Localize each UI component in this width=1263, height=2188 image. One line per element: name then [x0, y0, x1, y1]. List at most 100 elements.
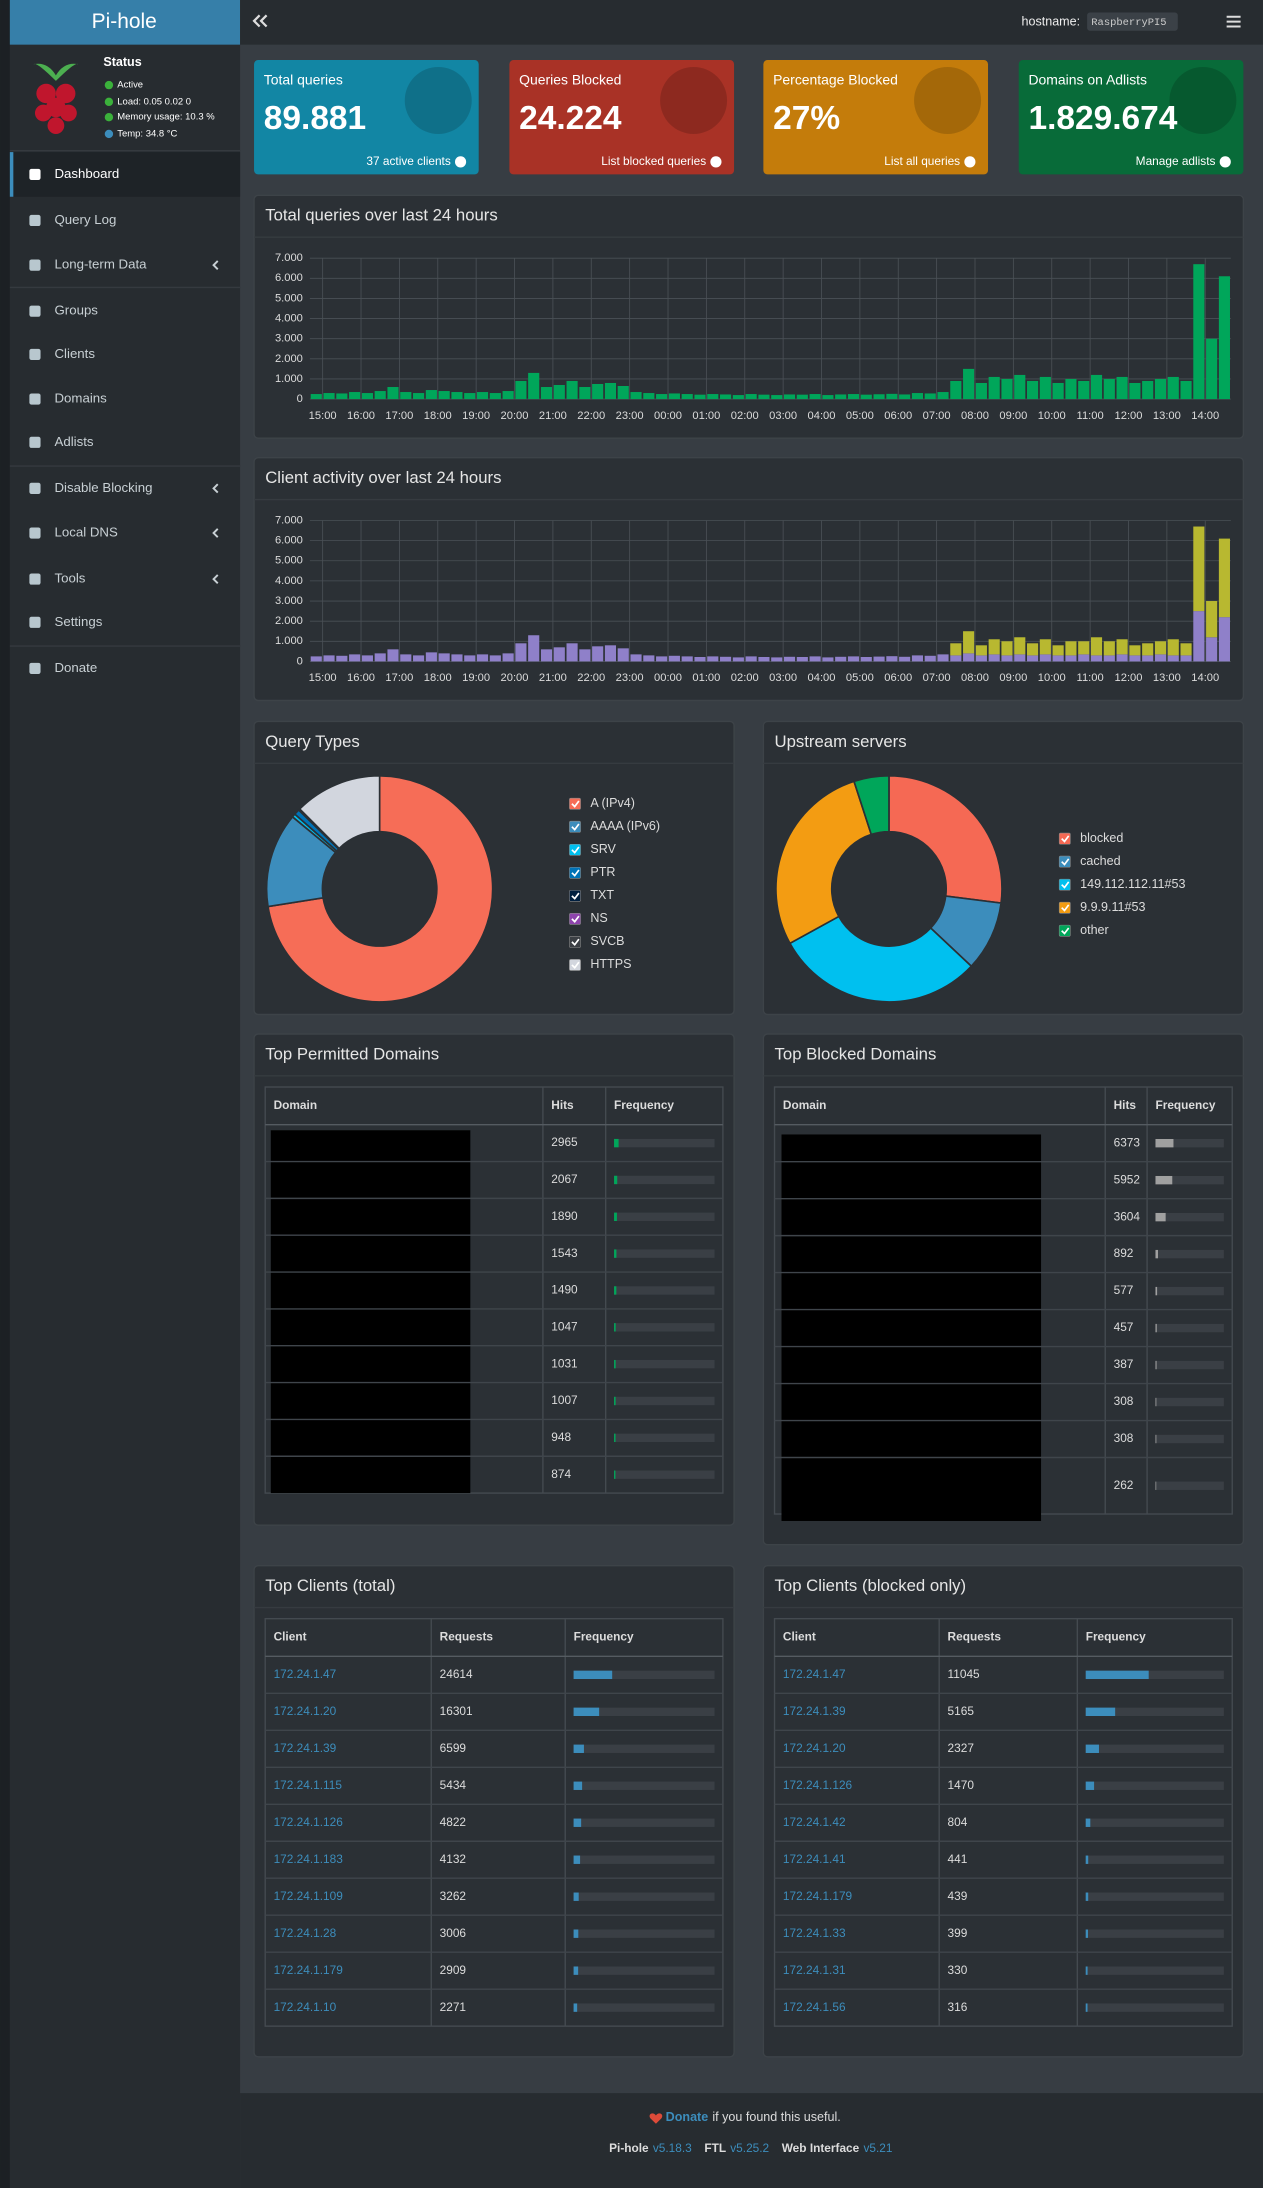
x-tick-label: 06:00	[884, 672, 912, 684]
component-version[interactable]: v5.25.2	[730, 2141, 769, 2155]
menu-item[interactable]: Local DNS	[54, 525, 117, 540]
bar	[425, 390, 437, 400]
menu-item[interactable]: Settings	[54, 614, 102, 629]
bar	[553, 384, 565, 400]
column-header: Client	[274, 1630, 307, 1644]
client-link[interactable]: 172.24.1.115	[274, 1778, 343, 1792]
menu-icon[interactable]	[1226, 15, 1241, 28]
collapse-icon[interactable]	[252, 14, 268, 28]
menu-item[interactable]: Adlists	[54, 434, 93, 449]
menu-item[interactable]: Tools	[54, 571, 85, 586]
donate-link[interactable]: Donate	[666, 2111, 709, 2125]
legend-label[interactable]: PTR	[590, 865, 615, 879]
legend-label[interactable]: blocked	[1080, 831, 1123, 845]
legend-check	[1061, 904, 1070, 912]
client-link[interactable]: 172.24.1.183	[274, 1852, 344, 1866]
frequency-bar	[1155, 1481, 1157, 1490]
menu-item[interactable]: Domains	[54, 391, 107, 406]
component-version[interactable]: v5.21	[863, 2141, 892, 2155]
frequency-bar	[614, 1138, 619, 1148]
hits-value: 3604	[1114, 1209, 1141, 1223]
hits-value: 1007	[551, 1393, 577, 1407]
legend-label[interactable]: cached	[1080, 854, 1120, 868]
hits-value: 2965	[551, 1135, 578, 1149]
stat-link[interactable]: 37 active clients	[366, 154, 450, 168]
legend-label[interactable]: HTTPS	[590, 957, 631, 971]
legend-label[interactable]: AAAA (IPv6)	[590, 819, 660, 833]
bar	[1218, 617, 1230, 662]
client-link[interactable]: 172.24.1.20	[783, 1741, 846, 1755]
bar	[681, 394, 693, 400]
menu-icon	[29, 436, 41, 448]
client-link[interactable]: 172.24.1.39	[274, 1741, 337, 1755]
component-version[interactable]: v5.18.3	[653, 2141, 692, 2155]
menu-item[interactable]: Disable Blocking	[54, 480, 152, 495]
frequency-track	[1155, 1175, 1224, 1185]
bar	[1218, 538, 1230, 618]
stat-link[interactable]: List all queries	[884, 154, 960, 168]
stat-link[interactable]: Manage adlists	[1136, 154, 1216, 168]
client-link[interactable]: 172.24.1.28	[274, 1926, 337, 1940]
legend-label[interactable]: SRV	[590, 842, 616, 856]
menu-arrow	[212, 574, 219, 584]
legend-label[interactable]: 9.9.9.11#53	[1080, 900, 1145, 914]
client-link[interactable]: 172.24.1.42	[783, 1815, 846, 1829]
bar	[822, 657, 834, 662]
menu-item[interactable]: Clients	[54, 346, 95, 361]
legend-label[interactable]: NS	[590, 911, 607, 925]
menu-item[interactable]: Query Log	[54, 212, 116, 227]
column-header: Frequency	[1086, 1630, 1146, 1644]
legend-label[interactable]: SVCB	[590, 934, 624, 948]
client-link[interactable]: 172.24.1.39	[783, 1704, 846, 1718]
menu-item[interactable]: Groups	[54, 303, 98, 318]
requests-value: 4822	[440, 1815, 466, 1829]
stat-box	[1018, 60, 1244, 175]
frequency-bar	[614, 1470, 616, 1479]
client-link[interactable]: 172.24.1.47	[783, 1667, 846, 1681]
menu-icon	[29, 214, 41, 227]
client-link[interactable]: 172.24.1.179	[783, 1889, 853, 1903]
client-link[interactable]: 172.24.1.31	[783, 1963, 846, 1977]
client-link[interactable]: 172.24.1.179	[274, 1963, 344, 1977]
bar	[630, 654, 642, 662]
bar	[822, 395, 834, 400]
berry	[55, 83, 76, 104]
client-link[interactable]: 172.24.1.33	[783, 1926, 846, 1940]
client-link[interactable]: 172.24.1.10	[274, 2000, 337, 2014]
legend-label[interactable]: A (IPv4)	[590, 796, 635, 810]
legend-label[interactable]: TXT	[590, 888, 614, 902]
x-tick-label: 16:00	[347, 410, 375, 422]
client-link[interactable]: 172.24.1.126	[274, 1815, 344, 1829]
bar	[643, 655, 655, 662]
client-link[interactable]: 172.24.1.56	[783, 2000, 846, 2014]
x-tick-label: 01:00	[692, 410, 720, 422]
bar	[1142, 380, 1154, 400]
column-header: Requests	[948, 1630, 1002, 1644]
frequency-bar	[573, 1781, 583, 1790]
stat-link[interactable]: List blocked queries	[601, 154, 706, 168]
bar	[707, 656, 719, 662]
menu-item[interactable]: Long-term Data	[54, 257, 147, 272]
bar	[476, 392, 489, 400]
bar	[1052, 382, 1064, 400]
client-link[interactable]: 172.24.1.47	[274, 1667, 337, 1681]
frequency-track	[1155, 1249, 1224, 1259]
bar	[413, 655, 425, 662]
column-header: Requests	[440, 1630, 494, 1644]
y-tick-label: 4.000	[275, 313, 303, 325]
client-link[interactable]: 172.24.1.41	[783, 1852, 846, 1866]
logo-text[interactable]: Pi-hole	[92, 10, 157, 33]
menu-item[interactable]: Dashboard	[54, 166, 119, 181]
redacted	[781, 1134, 1042, 1521]
frequency-track	[573, 1670, 715, 1680]
menu-item[interactable]: Donate	[54, 660, 97, 675]
client-link[interactable]: 172.24.1.20	[274, 1704, 337, 1718]
client-link[interactable]: 172.24.1.126	[783, 1778, 853, 1792]
bar	[1014, 654, 1026, 662]
panel	[762, 1564, 1245, 2058]
legend-label[interactable]: other	[1080, 923, 1109, 937]
client-link[interactable]: 172.24.1.109	[274, 1889, 344, 1903]
bar	[963, 368, 975, 400]
legend-check	[571, 846, 580, 854]
legend-label[interactable]: 149.112.112.11#53	[1080, 877, 1185, 891]
